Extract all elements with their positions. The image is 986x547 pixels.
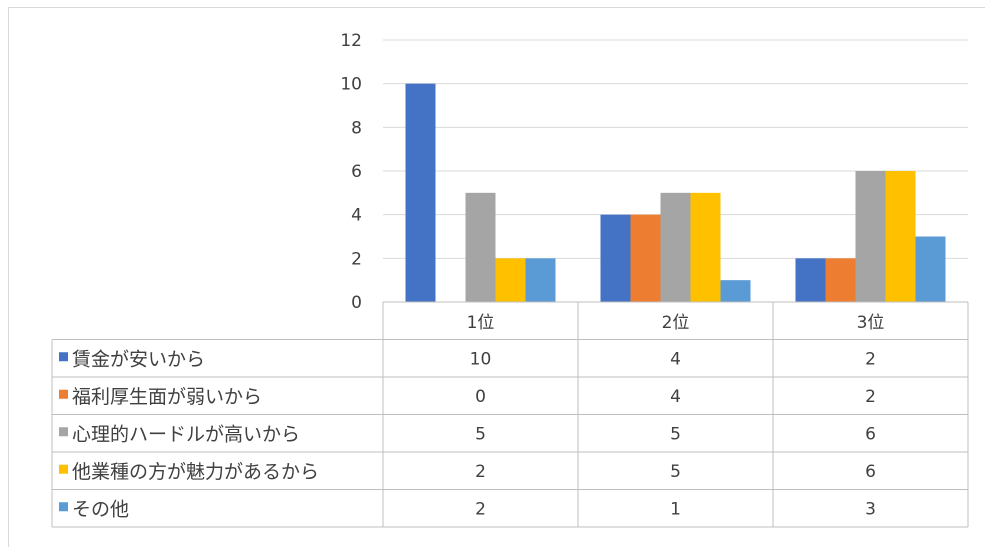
bar — [465, 192, 496, 302]
data-value-label: 2 — [475, 462, 486, 482]
data-value-label: 4 — [670, 349, 681, 369]
category-label: 2位 — [662, 313, 690, 333]
y-tick-label: 8 — [351, 118, 362, 138]
data-value-label: 3 — [865, 499, 876, 519]
bar — [495, 258, 526, 302]
data-value-label: 10 — [470, 349, 492, 369]
chart-frame — [8, 7, 985, 547]
legend-label: その他 — [72, 498, 129, 520]
bar — [600, 214, 631, 302]
category-label: 1位 — [467, 313, 495, 333]
data-value-label: 5 — [670, 462, 681, 482]
legend-swatch — [59, 352, 68, 362]
bar — [405, 83, 436, 303]
data-value-label: 0 — [475, 387, 486, 407]
y-tick-label: 12 — [340, 31, 362, 51]
bar — [915, 236, 946, 302]
legend-label: 他業種の方が魅力があるから — [72, 461, 319, 483]
legend-label: 賃金が安いから — [72, 348, 205, 370]
bar — [690, 192, 721, 302]
legend-swatch — [59, 389, 68, 399]
data-value-label: 6 — [865, 424, 876, 444]
bar — [660, 192, 691, 302]
legend-label: 心理的ハードルが高いから — [72, 423, 300, 445]
bar — [525, 258, 556, 302]
y-tick-label: 10 — [340, 75, 362, 95]
data-value-label: 6 — [865, 462, 876, 482]
y-tick-label: 2 — [351, 249, 362, 269]
data-value-label: 2 — [475, 499, 486, 519]
legend-label: 福利厚生面が弱いから — [72, 386, 262, 408]
data-value-label: 5 — [670, 424, 681, 444]
bar — [795, 258, 826, 302]
data-value-label: 4 — [670, 387, 681, 407]
data-value-label: 2 — [865, 387, 876, 407]
data-value-label: 2 — [865, 349, 876, 369]
bar — [855, 171, 886, 302]
y-tick-label: 6 — [351, 162, 362, 182]
bar — [825, 258, 856, 302]
bar — [885, 171, 916, 302]
y-tick-label: 4 — [351, 206, 362, 226]
legend-swatch — [59, 464, 68, 474]
data-value-label: 1 — [670, 499, 681, 519]
bar — [720, 280, 751, 302]
bar — [630, 214, 661, 302]
category-label: 3位 — [857, 313, 885, 333]
y-tick-label: 0 — [351, 293, 362, 313]
legend-swatch — [59, 502, 68, 512]
legend-swatch — [59, 427, 68, 437]
data-value-label: 5 — [475, 424, 486, 444]
